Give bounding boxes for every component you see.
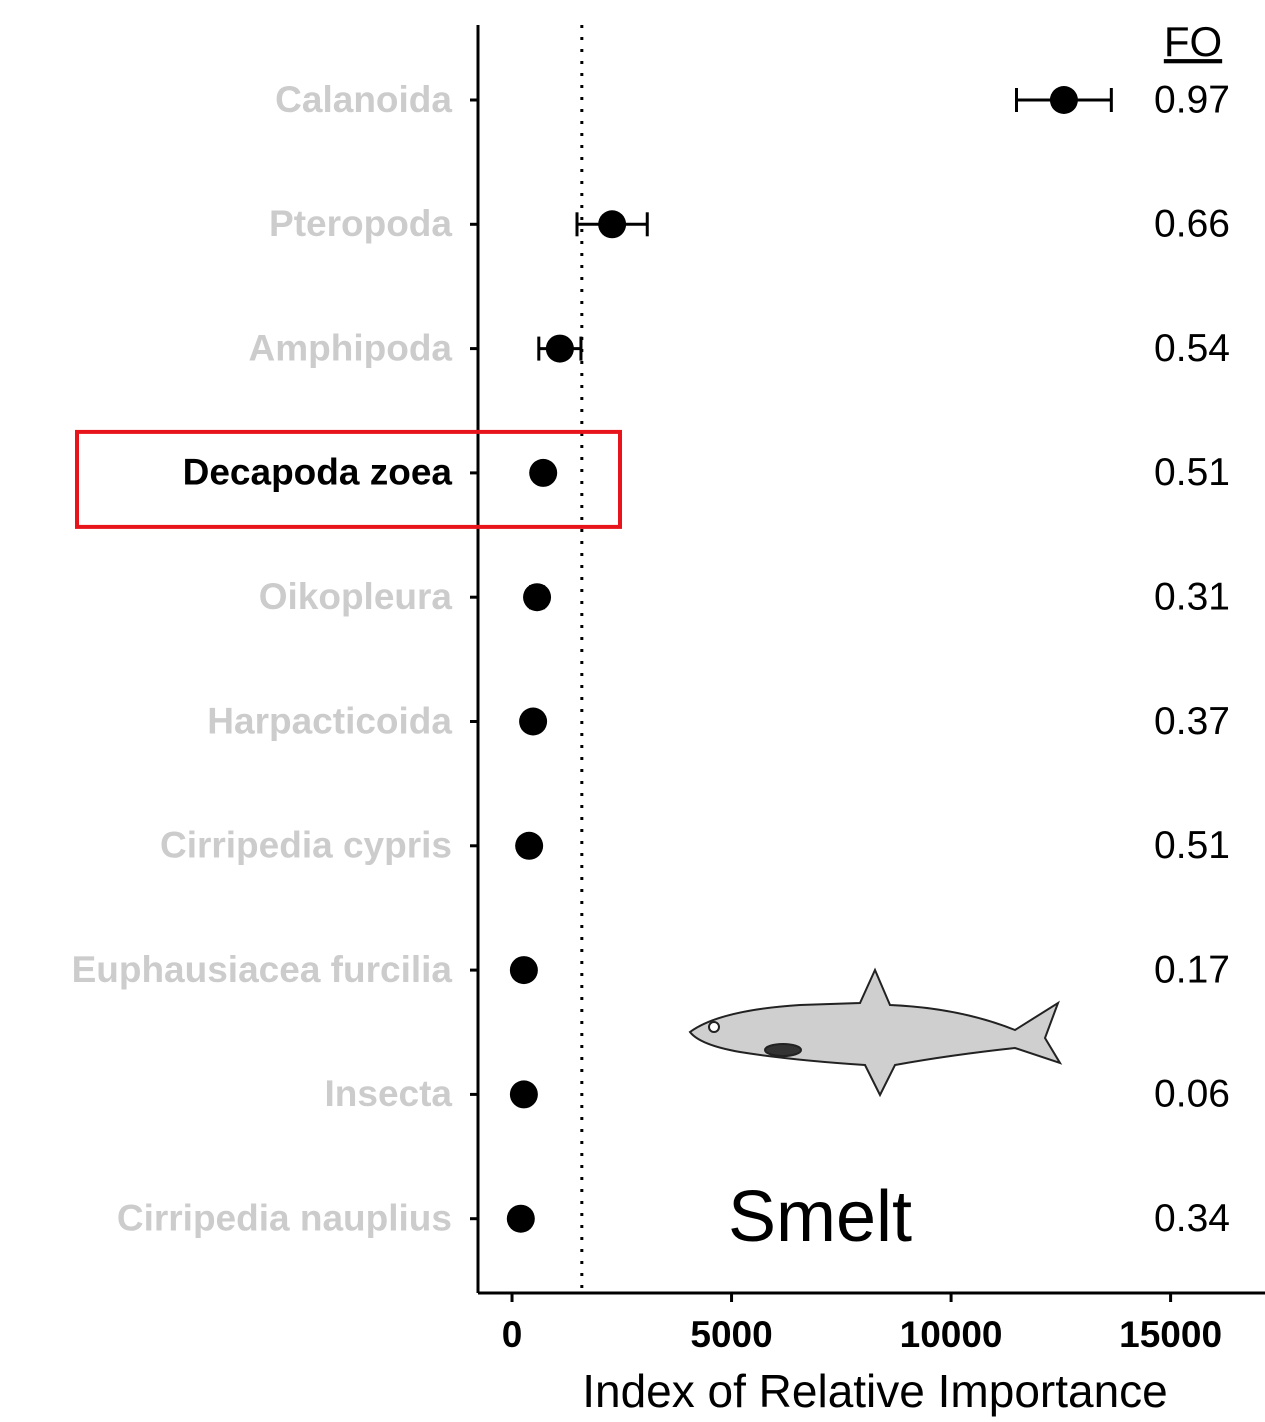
- x-axis-title: Index of Relative Importance: [582, 1365, 1168, 1417]
- fo-value: 0.54: [1154, 327, 1230, 370]
- fish-illustration: [690, 970, 1060, 1095]
- y-tick-label: Cirripedia nauplius: [117, 1197, 452, 1238]
- fo-value: 0.37: [1154, 700, 1230, 743]
- y-tick-label: Harpacticoida: [207, 700, 452, 741]
- y-tick-label: Pteropoda: [269, 203, 452, 244]
- fo-value: 0.34: [1154, 1197, 1230, 1240]
- fo-value: 0.66: [1154, 203, 1230, 246]
- dot: [529, 459, 557, 487]
- fo-value: 0.51: [1154, 451, 1230, 494]
- y-tick-label: Calanoida: [275, 79, 452, 120]
- x-tick-label: 5000: [690, 1314, 772, 1355]
- y-tick-label: Amphipoda: [249, 327, 453, 368]
- fo-value: 0.51: [1154, 824, 1230, 867]
- dot: [507, 1205, 535, 1233]
- dot: [546, 335, 574, 363]
- y-tick-label: Decapoda zoea: [183, 452, 453, 493]
- y-tick-label: Cirripedia cypris: [160, 825, 452, 866]
- y-tick-label: Oikopleura: [259, 576, 453, 617]
- chart: Index of Relative Importance FO Smelt 0 5…: [0, 0, 1265, 1422]
- fo-header: FO: [1164, 18, 1222, 65]
- dot: [515, 832, 543, 860]
- fo-value: 0.17: [1154, 948, 1230, 991]
- dot: [1050, 86, 1078, 114]
- x-tick-label: 0: [502, 1314, 523, 1355]
- x-tick-label: 10000: [900, 1314, 1003, 1355]
- dot: [523, 583, 551, 611]
- fo-value: 0.31: [1154, 575, 1230, 618]
- dot: [510, 1080, 538, 1108]
- dot: [598, 210, 626, 238]
- x-tick-label: 15000: [1119, 1314, 1222, 1355]
- dot: [519, 708, 547, 736]
- fo-value: 0.06: [1154, 1073, 1230, 1116]
- dot: [510, 956, 538, 984]
- y-tick-label: Euphausiacea furcilia: [72, 949, 453, 990]
- y-tick-label: Insecta: [324, 1073, 452, 1114]
- fo-value: 0.97: [1154, 78, 1230, 121]
- annotation: Smelt: [728, 1177, 912, 1257]
